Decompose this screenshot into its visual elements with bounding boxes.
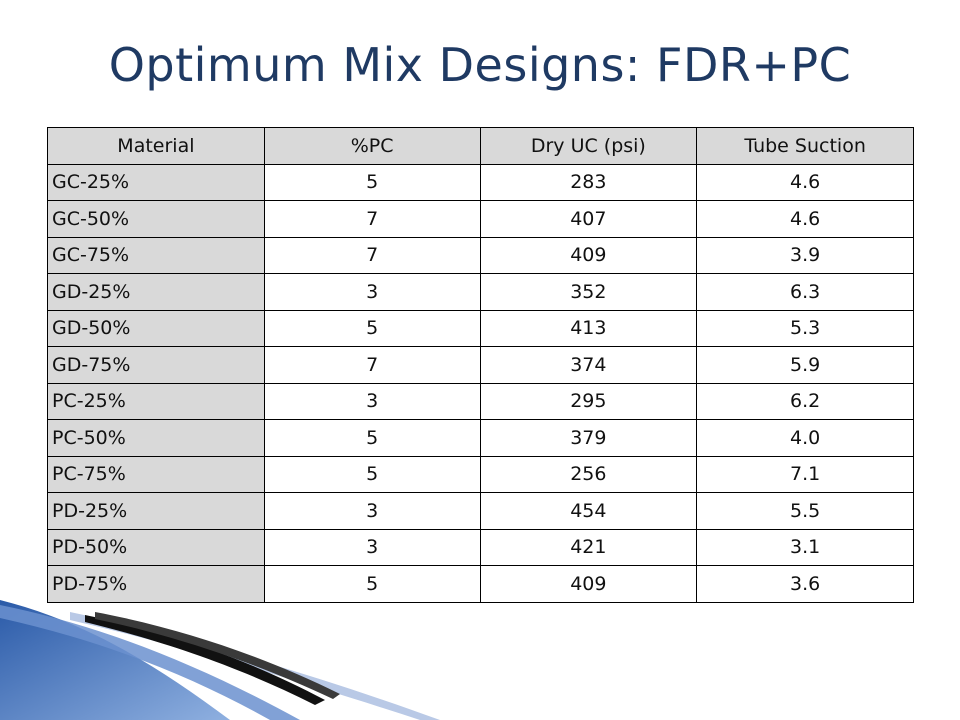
- header-percent-pc: %PC: [263, 127, 481, 165]
- cell-tube-suction: 5.3: [696, 309, 914, 347]
- cell-percent-pc: 5: [263, 455, 481, 493]
- cell-percent-pc: 7: [263, 200, 481, 238]
- cell-dry-uc: 409: [479, 565, 698, 603]
- cell-tube-suction: 3.6: [696, 565, 914, 603]
- cell-tube-suction: 4.6: [696, 163, 914, 201]
- cell-dry-uc: 295: [479, 382, 698, 420]
- cell-tube-suction: 7.1: [696, 455, 914, 493]
- cell-percent-pc: 3: [263, 382, 481, 420]
- cell-percent-pc: 3: [263, 273, 481, 311]
- table-row: PD-25% 3 454 5.5: [47, 492, 914, 530]
- cell-dry-uc: 421: [479, 528, 698, 566]
- cell-tube-suction: 5.9: [696, 346, 914, 384]
- cell-material: PD-75%: [47, 565, 265, 603]
- cell-percent-pc: 3: [263, 492, 481, 530]
- cell-percent-pc: 7: [263, 346, 481, 384]
- cell-material: PD-50%: [47, 528, 265, 566]
- cell-tube-suction: 6.3: [696, 273, 914, 311]
- cell-dry-uc: 407: [479, 200, 698, 238]
- table-row: GD-50% 5 413 5.3: [47, 309, 914, 347]
- table-row: GD-25% 3 352 6.3: [47, 273, 914, 311]
- cell-material: GD-50%: [47, 309, 265, 347]
- cell-dry-uc: 379: [479, 419, 698, 457]
- header-dry-uc: Dry UC (psi): [479, 127, 698, 165]
- cell-material: PC-50%: [47, 419, 265, 457]
- cell-dry-uc: 454: [479, 492, 698, 530]
- table-row: PC-75% 5 256 7.1: [47, 455, 914, 493]
- cell-tube-suction: 4.6: [696, 200, 914, 238]
- cell-dry-uc: 283: [479, 163, 698, 201]
- cell-percent-pc: 3: [263, 528, 481, 566]
- cell-material: GD-25%: [47, 273, 265, 311]
- cell-tube-suction: 5.5: [696, 492, 914, 530]
- table-row: PD-50% 3 421 3.1: [47, 528, 914, 566]
- cell-material: PC-75%: [47, 455, 265, 493]
- cell-percent-pc: 5: [263, 565, 481, 603]
- table-row: GC-75% 7 409 3.9: [47, 236, 914, 274]
- cell-percent-pc: 7: [263, 236, 481, 274]
- cell-dry-uc: 374: [479, 346, 698, 384]
- cell-percent-pc: 5: [263, 309, 481, 347]
- cell-dry-uc: 352: [479, 273, 698, 311]
- header-material: Material: [47, 127, 265, 165]
- table-row: PC-25% 3 295 6.2: [47, 382, 914, 420]
- table-row: PD-75% 5 409 3.6: [47, 565, 914, 603]
- cell-dry-uc: 413: [479, 309, 698, 347]
- table-row: GC-25% 5 283 4.6: [47, 163, 914, 201]
- cell-dry-uc: 256: [479, 455, 698, 493]
- table-header-row: Material %PC Dry UC (psi) Tube Suction: [47, 127, 914, 165]
- cell-tube-suction: 6.2: [696, 382, 914, 420]
- cell-dry-uc: 409: [479, 236, 698, 274]
- slide-title: Optimum Mix Designs: FDR+PC: [108, 38, 852, 92]
- table-row: GD-75% 7 374 5.9: [47, 346, 914, 384]
- cell-material: GD-75%: [47, 346, 265, 384]
- table-row: PC-50% 5 379 4.0: [47, 419, 914, 457]
- cell-tube-suction: 3.1: [696, 528, 914, 566]
- cell-material: GC-25%: [47, 163, 265, 201]
- header-tube-suction: Tube Suction: [696, 127, 914, 165]
- mix-design-table: Material %PC Dry UC (psi) Tube Suction G…: [47, 127, 914, 603]
- cell-tube-suction: 3.9: [696, 236, 914, 274]
- cell-material: PC-25%: [47, 382, 265, 420]
- cell-percent-pc: 5: [263, 163, 481, 201]
- cell-material: GC-75%: [47, 236, 265, 274]
- cell-tube-suction: 4.0: [696, 419, 914, 457]
- cell-material: GC-50%: [47, 200, 265, 238]
- cell-material: PD-25%: [47, 492, 265, 530]
- table-row: GC-50% 7 407 4.6: [47, 200, 914, 238]
- cell-percent-pc: 5: [263, 419, 481, 457]
